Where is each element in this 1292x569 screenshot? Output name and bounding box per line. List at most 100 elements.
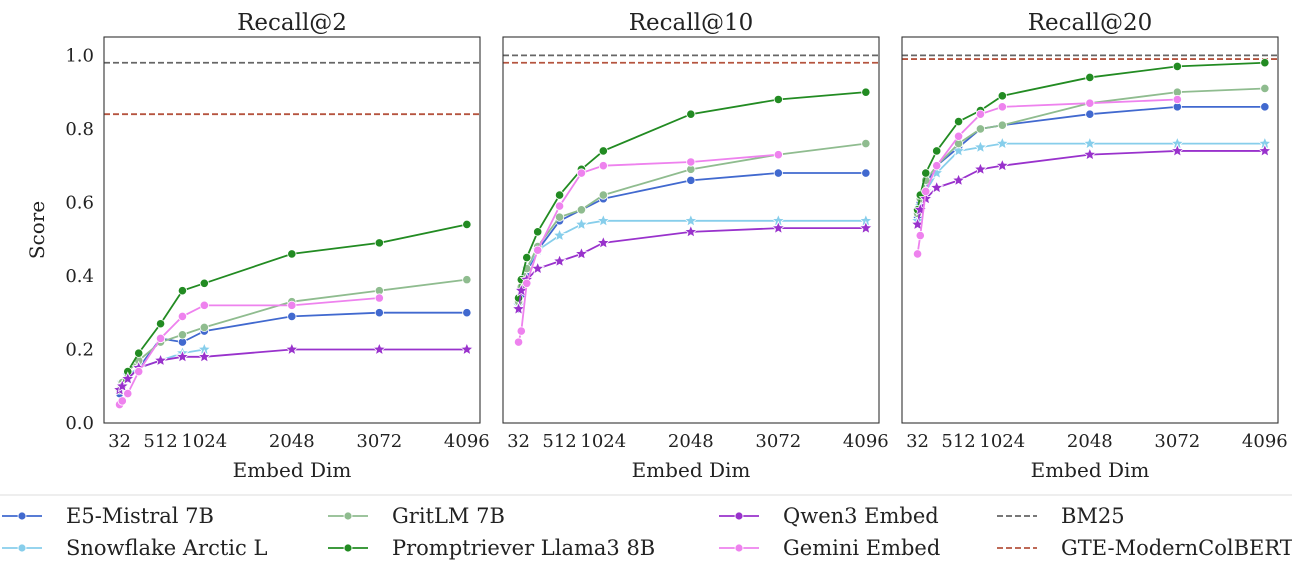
data-point-snowflake-arctic-l — [1082, 136, 1098, 150]
data-point-gritlm-7b — [975, 124, 986, 134]
data-point-gemini-embed — [997, 102, 1007, 112]
data-point-gemini-embed — [374, 293, 384, 303]
x-tick-label: 2048 — [269, 431, 315, 452]
y-tick-label: 0.0 — [65, 413, 94, 434]
legend-label: Snowflake Arctic L — [66, 536, 267, 560]
x-tick-label: 4096 — [444, 431, 490, 452]
data-point-qwen3-embed — [372, 341, 387, 356]
data-point-qwen3-embed — [1082, 147, 1098, 161]
y-tick-label: 0.2 — [65, 339, 94, 360]
plot-frame — [502, 36, 880, 424]
data-point-promptriever-llama3-8b — [462, 219, 472, 230]
data-point-snowflake-arctic-l — [552, 227, 567, 242]
legend-marker — [17, 543, 27, 553]
data-point-qwen3-embed — [1257, 143, 1273, 158]
y-tick-label: 1.0 — [65, 45, 94, 66]
data-point-gritlm-7b — [1260, 83, 1270, 94]
data-point-qwen3-embed — [929, 180, 944, 194]
data-point-promptriever-llama3-8b — [155, 319, 166, 329]
legend-item-promptriever-llama3-8b: Promptriever Llama3 8B — [328, 536, 655, 560]
data-point-promptriever-llama3-8b — [953, 116, 964, 127]
data-point-qwen3-embed — [284, 341, 300, 356]
data-point-promptriever-llama3-8b — [861, 87, 871, 97]
x-tick-label: 512 — [941, 431, 975, 452]
legend: E5-Mistral 7B Snowflake Arctic L GritLM 7B… — [0, 494, 1292, 560]
data-point-snowflake-arctic-l — [574, 216, 589, 231]
data-point-qwen3-embed — [973, 161, 988, 176]
data-point-gemini-embed — [975, 109, 986, 119]
data-point-promptriever-llama3-8b — [287, 249, 297, 259]
data-point-promptriever-llama3-8b — [374, 238, 384, 248]
data-point-gemini-embed — [576, 168, 587, 178]
data-point-gemini-embed — [1172, 94, 1182, 105]
data-point-gemini-embed — [123, 388, 133, 399]
data-point-gemini-embed — [1085, 98, 1095, 108]
data-point-qwen3-embed — [197, 349, 212, 363]
legend-item-snowflake-arctic-l: Snowflake Arctic L — [2, 536, 267, 560]
x-axis-label: Embed Dim — [632, 458, 751, 482]
data-point-qwen3-embed — [951, 172, 966, 187]
legend-label: BM25 — [1061, 504, 1125, 528]
series-line-e5-mistral-7b — [517, 172, 866, 310]
data-point-e5-mistral-7b — [861, 168, 871, 178]
data-point-gritlm-7b — [598, 190, 608, 200]
data-point-gemini-embed — [177, 311, 188, 321]
legend-item-gte-moderncolbert: GTE-ModernColBERT — [997, 536, 1292, 560]
x-tick-label: 512 — [542, 431, 576, 452]
data-point-snowflake-arctic-l — [596, 213, 611, 227]
data-point-qwen3-embed — [683, 224, 699, 238]
plot-frame — [103, 36, 481, 424]
data-point-gritlm-7b — [997, 120, 1007, 130]
legend-marker — [343, 543, 353, 553]
data-point-e5-mistral-7b — [773, 168, 783, 178]
data-point-qwen3-embed — [1170, 143, 1185, 158]
data-point-promptriever-llama3-8b — [1172, 61, 1182, 72]
legend-item-e5-mistral-7b: E5-Mistral 7B — [2, 504, 214, 528]
y-axis-label: Score — [25, 201, 49, 259]
data-point-gemini-embed — [522, 278, 532, 288]
legend-label: GritLM 7B — [392, 504, 505, 528]
data-point-gritlm-7b — [576, 205, 587, 215]
legend-item-bm25: BM25 — [997, 504, 1125, 528]
x-axis-label: Embed Dim — [1031, 458, 1150, 482]
chart-title: Recall@20 — [1028, 10, 1153, 36]
data-point-promptriever-llama3-8b — [177, 286, 188, 296]
data-point-promptriever-llama3-8b — [932, 146, 942, 156]
data-point-gemini-embed — [554, 201, 565, 211]
data-point-gritlm-7b — [554, 212, 565, 222]
data-point-e5-mistral-7b — [686, 175, 696, 185]
data-point-gemini-embed — [513, 337, 524, 347]
legend-label: Qwen3 Embed — [783, 504, 939, 528]
x-axis-label: Embed Dim — [233, 458, 352, 482]
data-point-e5-mistral-7b — [1085, 109, 1095, 119]
x-tick-label: 3072 — [356, 431, 402, 452]
legend-label: Promptriever Llama3 8B — [392, 536, 655, 560]
data-point-promptriever-llama3-8b — [773, 94, 783, 105]
data-point-gritlm-7b — [199, 322, 209, 333]
series-line-e5-mistral-7b — [916, 105, 1265, 218]
data-point-promptriever-llama3-8b — [921, 168, 931, 178]
chart-title: Recall@10 — [629, 10, 754, 36]
legend-label: GTE-ModernColBERT — [1061, 536, 1292, 560]
legend-item-qwen3-embed: Qwen3 Embed — [719, 504, 939, 528]
x-tick-label: 2048 — [1067, 431, 1113, 452]
data-point-gemini-embed — [287, 300, 297, 310]
data-point-qwen3-embed — [771, 220, 786, 235]
data-point-promptriever-llama3-8b — [554, 190, 565, 200]
data-point-gemini-embed — [155, 333, 166, 344]
data-point-gemini-embed — [134, 366, 144, 377]
data-point-promptriever-llama3-8b — [522, 252, 532, 263]
x-tick-label: 32 — [906, 431, 929, 452]
legend-marker — [343, 511, 353, 521]
data-point-gemini-embed — [598, 161, 608, 171]
data-point-gemini-embed — [773, 150, 783, 160]
data-point-snowflake-arctic-l — [973, 139, 988, 154]
data-point-gemini-embed — [516, 326, 526, 336]
x-tick-label: 1024 — [979, 431, 1025, 452]
series-line-promptriever-llama3-8b — [916, 61, 1265, 210]
x-tick-label: 32 — [507, 431, 530, 452]
data-point-qwen3-embed — [175, 349, 190, 363]
chart-title: Recall@2 — [237, 10, 347, 36]
data-point-e5-mistral-7b — [462, 308, 472, 318]
